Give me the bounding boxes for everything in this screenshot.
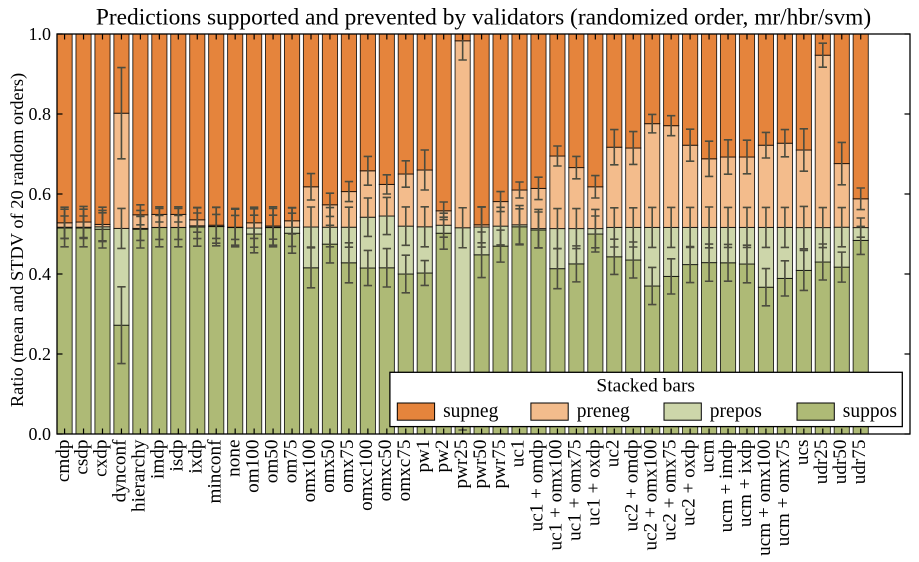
svg-text:uc2: uc2 [602,440,623,468]
svg-text:om50: om50 [261,440,282,484]
svg-text:uc1 + omx100: uc1 + omx100 [546,440,567,551]
svg-text:hierarchy: hierarchy [129,439,150,512]
svg-text:Stacked bars: Stacked bars [596,376,695,397]
svg-text:uc1: uc1 [508,440,529,468]
svg-text:minconf: minconf [204,439,225,504]
svg-text:om75: om75 [280,440,301,484]
svg-text:cxdp: cxdp [91,440,112,477]
svg-text:omx100: omx100 [299,440,320,503]
svg-text:1.0: 1.0 [29,24,52,44]
svg-text:omxc100: omxc100 [356,440,377,511]
svg-text:pw1: pw1 [413,440,434,473]
svg-text:uc1 + oxdp: uc1 + oxdp [584,440,605,527]
svg-text:0.0: 0.0 [29,424,52,444]
svg-text:none: none [223,440,244,477]
svg-text:ucm + imdp: ucm + imdp [716,440,737,533]
svg-text:uc1 + omdp: uc1 + omdp [527,440,548,532]
svg-text:uc2 + oxdp: uc2 + oxdp [678,440,699,527]
svg-text:Ratio (mean and STDV of 20 ran: Ratio (mean and STDV of 20 random orders… [7,73,28,407]
svg-text:pwr50: pwr50 [470,440,491,489]
svg-text:ixdp: ixdp [185,440,206,474]
svg-text:cmdp: cmdp [53,440,74,483]
svg-text:udr50: udr50 [830,440,851,485]
svg-text:0.8: 0.8 [29,104,52,124]
svg-text:ucs: ucs [792,440,813,466]
svg-text:pw2: pw2 [432,440,453,473]
svg-text:uc1 + omx75: uc1 + omx75 [565,440,586,541]
svg-text:omxc75: omxc75 [394,440,415,502]
svg-text:imdp: imdp [148,440,169,479]
svg-text:ucm: ucm [697,439,718,472]
svg-text:uc2 + omx75: uc2 + omx75 [659,440,680,541]
svg-text:0.6: 0.6 [29,184,52,204]
svg-text:pwr25: pwr25 [451,439,472,488]
svg-text:preneg: preneg [577,401,630,422]
svg-text:csdp: csdp [72,440,93,475]
svg-text:pwr75: pwr75 [489,440,510,489]
svg-text:ucm + omx75: ucm + omx75 [773,440,794,547]
svg-text:omx50: omx50 [318,440,339,493]
svg-text:uc2 + omx100: uc2 + omx100 [640,440,661,551]
svg-text:0.2: 0.2 [29,344,52,364]
svg-text:dynconf: dynconf [110,439,131,502]
svg-text:om100: om100 [242,440,263,493]
svg-text:Predictions supported and prev: Predictions supported and prevented by v… [96,5,871,31]
svg-text:0.4: 0.4 [29,264,52,284]
svg-text:prepos: prepos [710,401,762,422]
svg-text:suppos: suppos [843,401,897,422]
svg-text:uc2 + omdp: uc2 + omdp [621,440,642,532]
svg-text:omxc50: omxc50 [375,440,396,502]
svg-text:isdp: isdp [167,440,188,472]
svg-text:ucm + ixdp: ucm + ixdp [735,440,756,528]
svg-text:omx75: omx75 [337,440,358,493]
svg-text:supneg: supneg [443,401,498,422]
svg-text:udr25: udr25 [811,440,832,485]
svg-text:ucm + omx100: ucm + omx100 [754,440,775,556]
svg-text:udr75: udr75 [849,440,870,485]
